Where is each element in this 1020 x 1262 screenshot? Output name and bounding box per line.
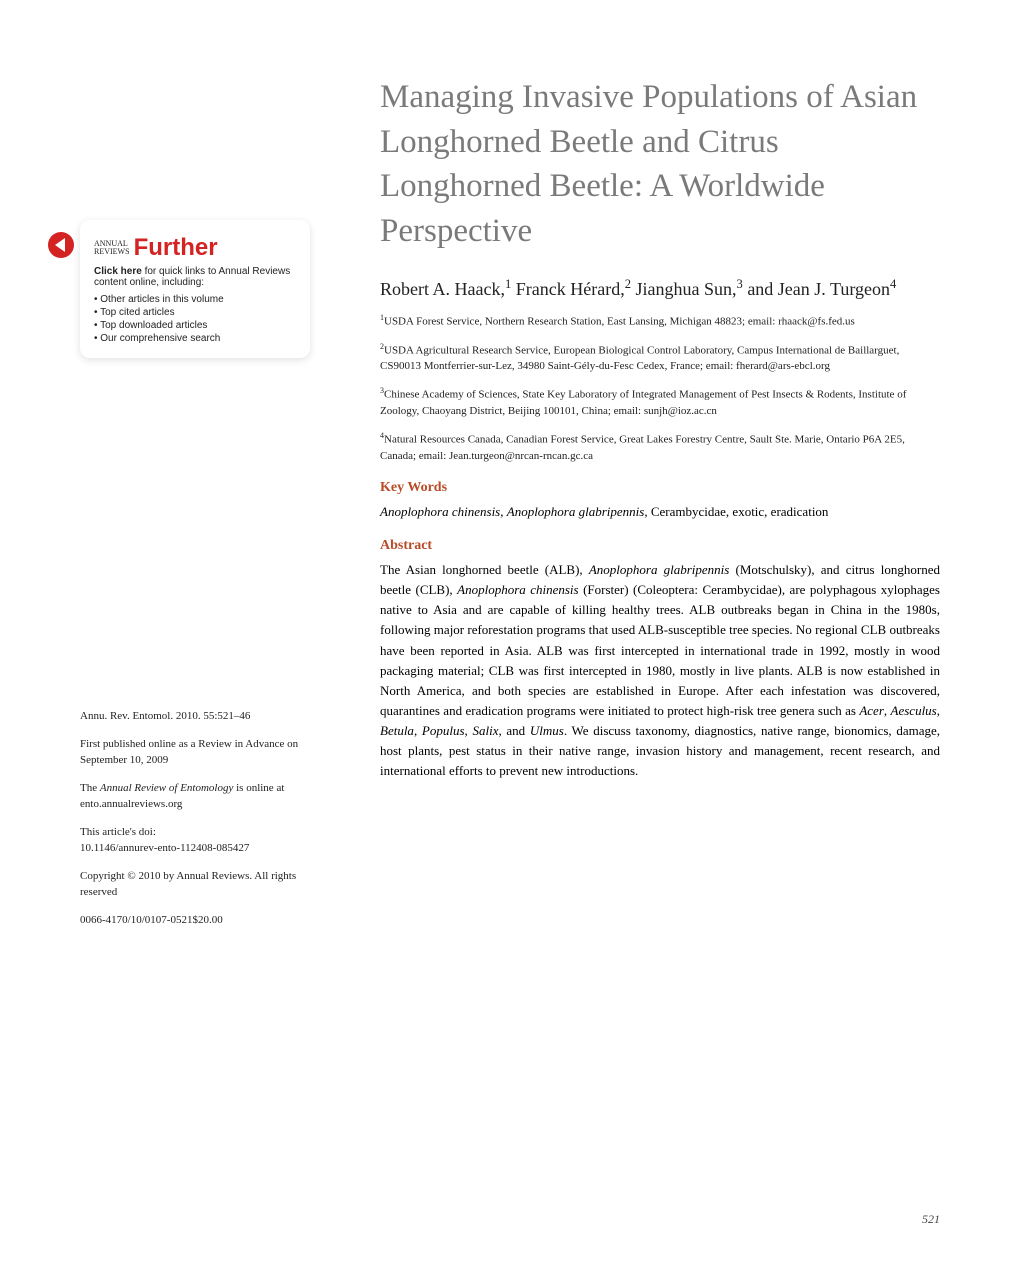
left-column: ANNUAL REVIEWS Further Click here for qu… bbox=[80, 220, 340, 939]
citation-ref: Annu. Rev. Entomol. 2010. 55:521–46 bbox=[80, 708, 330, 725]
abstract-heading: Abstract bbox=[380, 538, 940, 554]
article-title: Managing Invasive Populations of Asian L… bbox=[380, 75, 940, 253]
citation-copyright: Copyright © 2010 by Annual Reviews. All … bbox=[80, 868, 330, 901]
affiliation: 4Natural Resources Canada, Canadian Fore… bbox=[380, 430, 940, 465]
further-list: Other articles in this volume Top cited … bbox=[94, 294, 296, 344]
citation-firstpub: First published online as a Review in Ad… bbox=[80, 736, 330, 769]
doi-value: 10.1146/annurev-ento-112408-085427 bbox=[80, 842, 249, 854]
doi-label: This article's doi: bbox=[80, 826, 156, 838]
affiliation: 2USDA Agricultural Research Service, Eur… bbox=[380, 341, 940, 376]
play-left-icon[interactable] bbox=[48, 232, 74, 258]
citation-online: The Annual Review of Entomology is onlin… bbox=[80, 780, 330, 813]
further-word: Further bbox=[134, 234, 218, 262]
click-here-bold: Click here bbox=[94, 266, 142, 277]
abstract-text: The Asian longhorned beetle (ALB), Anopl… bbox=[380, 560, 940, 782]
authors: Robert A. Haack,1 Franck Hérard,2 Jiangh… bbox=[380, 275, 940, 302]
affil-text: USDA Agricultural Research Service, Euro… bbox=[380, 345, 899, 373]
affiliations: 1USDA Forest Service, Northern Research … bbox=[380, 312, 940, 464]
affiliation: 3Chinese Academy of Sciences, State Key … bbox=[380, 385, 940, 420]
further-header: ANNUAL REVIEWS Further bbox=[94, 234, 296, 262]
keywords-text: Anoplophora chinensis, Anoplophora glabr… bbox=[380, 502, 940, 522]
further-item[interactable]: Other articles in this volume bbox=[94, 294, 296, 305]
annual-reviews-label: ANNUAL REVIEWS bbox=[94, 240, 130, 257]
keywords-heading: Key Words bbox=[380, 480, 940, 496]
citation-block: Annu. Rev. Entomol. 2010. 55:521–46 Firs… bbox=[80, 708, 330, 928]
annual-line-2: REVIEWS bbox=[94, 248, 130, 256]
citation-doi: This article's doi: 10.1146/annurev-ento… bbox=[80, 824, 330, 857]
online-prefix: The bbox=[80, 782, 100, 794]
page-number: 521 bbox=[922, 1212, 940, 1227]
further-item[interactable]: Top cited articles bbox=[94, 307, 296, 318]
affiliation: 1USDA Forest Service, Northern Research … bbox=[380, 312, 940, 331]
citation-code: 0066-4170/10/0107-0521$20.00 bbox=[80, 912, 330, 929]
affil-text: Chinese Academy of Sciences, State Key L… bbox=[380, 389, 906, 417]
affil-text: USDA Forest Service, Northern Research S… bbox=[384, 316, 855, 328]
online-italic: Annual Review of Entomology bbox=[100, 782, 234, 794]
further-item[interactable]: Top downloaded articles bbox=[94, 320, 296, 331]
affil-text: Natural Resources Canada, Canadian Fores… bbox=[380, 434, 905, 462]
further-box[interactable]: ANNUAL REVIEWS Further Click here for qu… bbox=[80, 220, 310, 358]
further-item[interactable]: Our comprehensive search bbox=[94, 333, 296, 344]
click-here-text[interactable]: Click here for quick links to Annual Rev… bbox=[94, 266, 296, 288]
right-column: Managing Invasive Populations of Asian L… bbox=[380, 75, 940, 782]
